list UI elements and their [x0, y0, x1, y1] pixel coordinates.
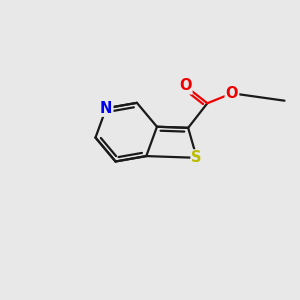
- Text: S: S: [191, 150, 202, 165]
- Text: O: O: [179, 79, 191, 94]
- Text: N: N: [100, 101, 112, 116]
- Text: O: O: [226, 86, 238, 101]
